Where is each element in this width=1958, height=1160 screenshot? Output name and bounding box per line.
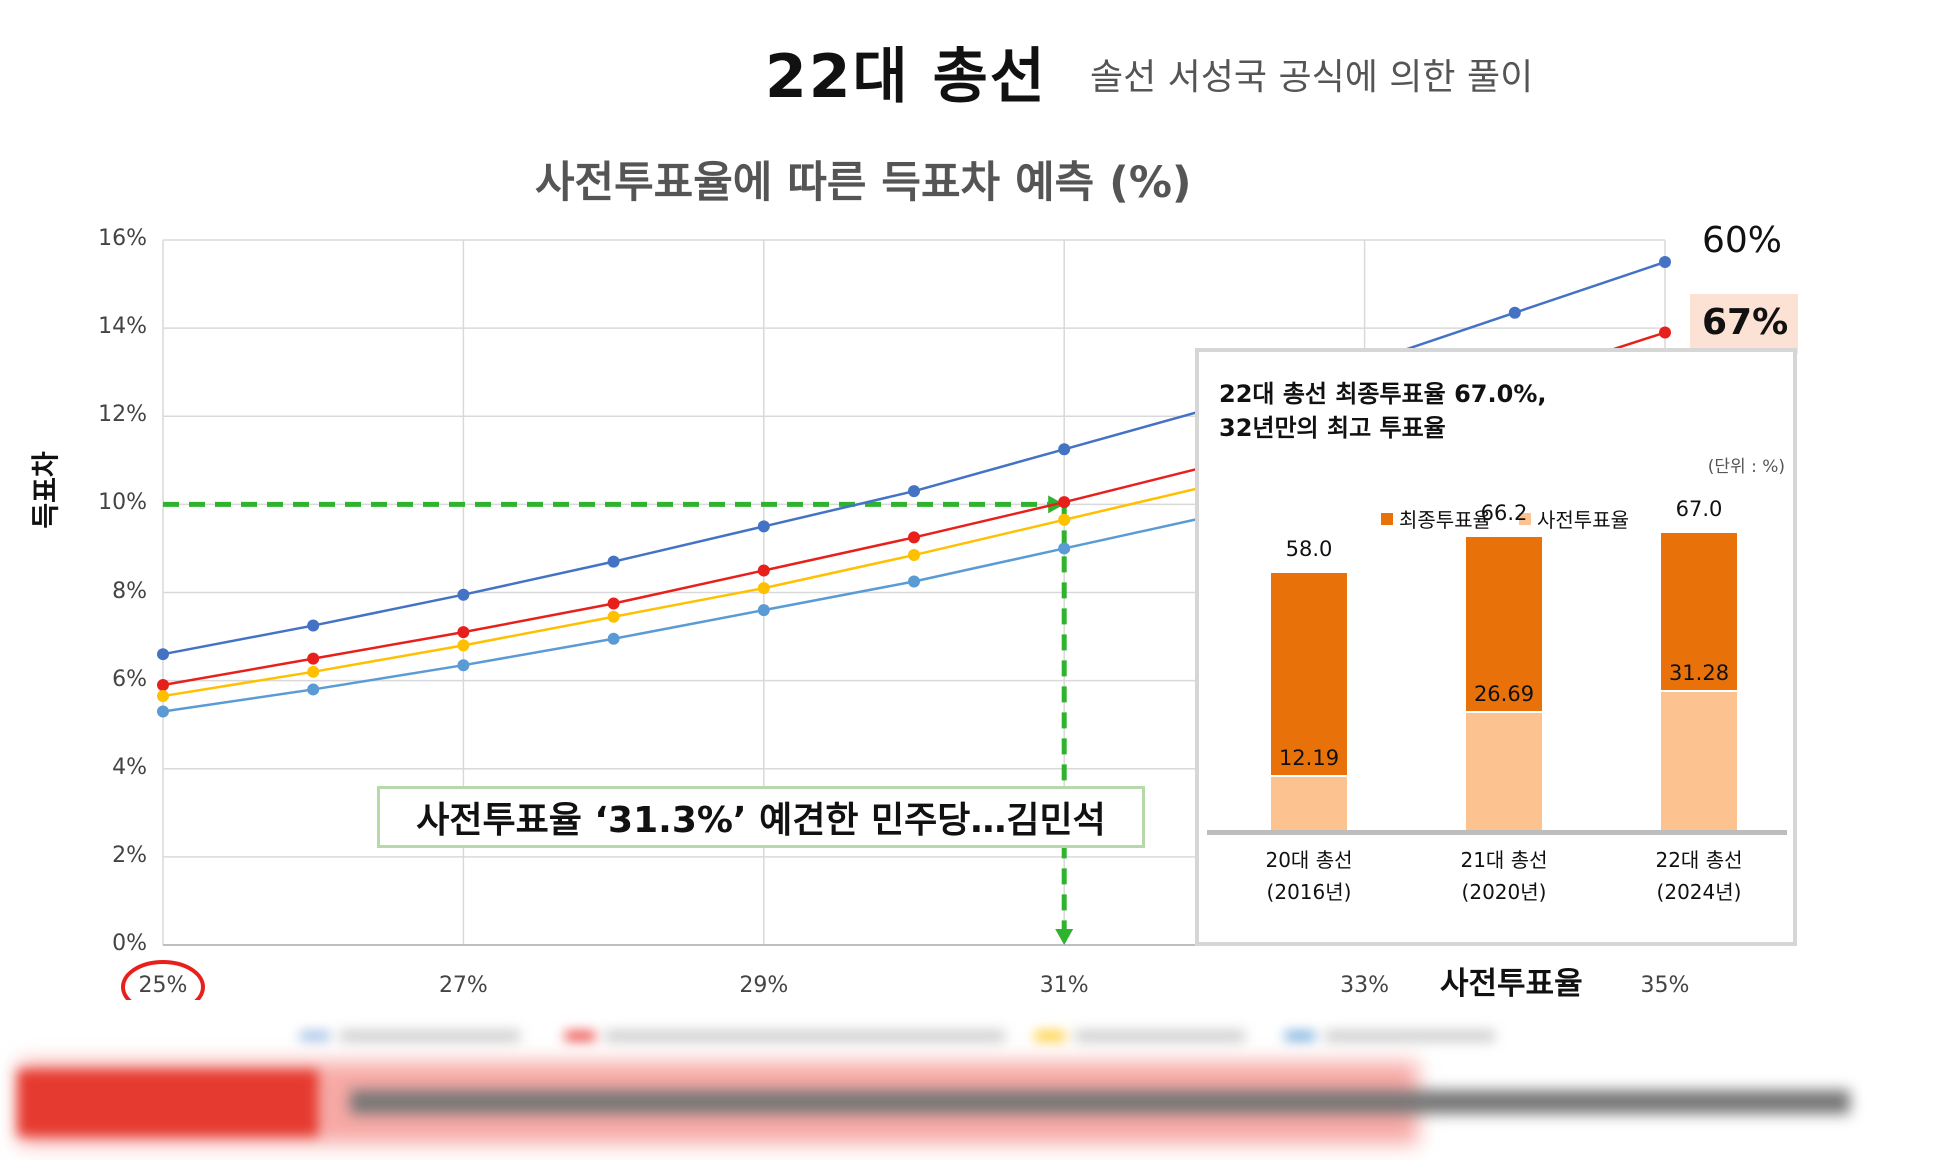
legend-blur-graphic [300, 1030, 1495, 1042]
data-point [1058, 542, 1071, 555]
bar-separator [1661, 690, 1737, 693]
bar-early-label: 26.69 [1473, 681, 1535, 706]
data-point [307, 652, 320, 665]
x-tick-label: 27% [438, 973, 488, 998]
bar-final-turnout [1271, 573, 1347, 776]
legend-swatch-final [1381, 512, 1393, 525]
bar-separator [1271, 775, 1347, 778]
data-point [908, 531, 920, 544]
bar-final-turnout [1661, 533, 1737, 692]
bar-category-line: (2016년) [1266, 880, 1352, 904]
y-tick-label: 10% [98, 490, 147, 516]
data-point [607, 597, 620, 610]
x-tick-label: 31% [1039, 973, 1089, 998]
bar-category-label: 21대 총선 (2020년) [1444, 844, 1564, 908]
data-point [757, 604, 770, 617]
data-point [908, 575, 920, 588]
bar-category-label: 20대 총선 (2016년) [1249, 844, 1369, 908]
data-point [607, 632, 620, 645]
chart-legend-blurred [290, 1020, 1520, 1054]
bar-total-label: 66.2 [1480, 500, 1528, 525]
data-point [1058, 443, 1071, 456]
data-point [908, 549, 920, 562]
data-point [1659, 256, 1671, 269]
bar-final-turnout [1466, 536, 1542, 712]
data-point [457, 659, 470, 672]
x-tick-label: 29% [739, 973, 789, 998]
headline-box: 사전투표율 ‘31.3%’ 예견한 민주당…김민석 [377, 786, 1145, 848]
y-tick-label: 6% [112, 666, 147, 692]
bar-category-line: 20대 총선 [1265, 848, 1353, 872]
data-point [457, 588, 470, 601]
inset-unit-note: (단위 : %) [1707, 457, 1785, 477]
legend-label-early: 사전투표율 [1537, 508, 1629, 532]
data-point [1058, 513, 1071, 526]
data-point [757, 520, 770, 533]
data-point [157, 690, 169, 703]
legend-label-final: 최종투표율 [1399, 508, 1491, 532]
bar-separator [1466, 710, 1542, 713]
bar-category-line: (2020년) [1461, 880, 1547, 904]
main-title: 22대 총선 [765, 42, 1047, 112]
y-tick-label: 4% [112, 754, 147, 780]
bar-early-turnout [1661, 691, 1737, 830]
data-point [457, 626, 470, 639]
annotation-arrows [121, 495, 1074, 1000]
y-tick-label: 2% [112, 842, 147, 868]
highlight-circle [121, 960, 205, 1000]
data-point [757, 582, 770, 595]
x-tick-label: 25% [138, 973, 188, 998]
data-point [1659, 326, 1671, 339]
note-badge-blurred [18, 1070, 318, 1136]
x-tick-label: 33% [1340, 973, 1390, 998]
note-text-blur-graphic [350, 1090, 1850, 1114]
y-tick-label: 16% [98, 226, 147, 251]
headline-text: 사전투표율 ‘31.3%’ 예견한 민주당…김민석 [416, 800, 1106, 841]
bar-early-label: 31.28 [1668, 661, 1730, 686]
y-tick-label: 14% [98, 314, 147, 340]
bar-early-turnout [1271, 776, 1347, 830]
bar-total-label: 58.0 [1285, 537, 1333, 562]
annotation-v-arrowhead [1055, 929, 1074, 945]
subtitle: 솔선 서성국 공식에 의한 풀이 [1090, 57, 1534, 98]
data-point [757, 564, 770, 577]
data-point [1508, 306, 1521, 319]
y-tick-label: 12% [98, 402, 147, 428]
legend-swatch-early [1519, 512, 1531, 525]
bar-early-turnout [1466, 711, 1542, 830]
note-text-blurred [330, 1082, 1930, 1122]
data-point [607, 555, 620, 568]
data-point [908, 485, 920, 498]
bar-early-label: 12.19 [1278, 746, 1340, 771]
bar-total-label: 67.0 [1675, 497, 1723, 522]
series-label-67: 67% [1702, 302, 1789, 343]
inset-baseline [1207, 830, 1787, 835]
data-point [307, 683, 320, 696]
bar-category-line: 21대 총선 [1460, 848, 1548, 872]
x-tick-label: 35% [1640, 973, 1690, 998]
data-point [1058, 496, 1071, 509]
bar-category-label: 22대 총선 (2024년) [1639, 844, 1759, 908]
y-tick-label: 8% [112, 578, 147, 604]
bar-category-line: 22대 총선 [1655, 848, 1743, 872]
data-point [157, 705, 169, 718]
data-point [307, 619, 320, 632]
data-point [157, 679, 169, 692]
y-tick-label: 0% [112, 931, 147, 956]
chart-title: 사전투표율에 따른 득표차 예측 (%) [535, 158, 1192, 208]
series-label-67-highlight [1690, 294, 1798, 354]
legend-final-turnout: 최종투표율 [1381, 504, 1491, 533]
series-label-60: 60% [1702, 220, 1783, 261]
inset-title-line2: 32년만의 최고 투표율 [1219, 414, 1446, 442]
inset-title-line1: 22대 총선 최종투표율 67.0%, [1219, 380, 1547, 408]
bar-category-line: (2024년) [1656, 880, 1742, 904]
x-axis-label: 사전투표율 [1440, 966, 1583, 1002]
data-point [457, 639, 470, 652]
legend-early-turnout: 사전투표율 [1519, 504, 1629, 533]
data-point [607, 610, 620, 623]
inset-bar-chart: 22대 총선 최종투표율 67.0%, 32년만의 최고 투표율 (단위 : %… [1195, 348, 1797, 946]
data-point [157, 648, 169, 661]
data-point [307, 665, 320, 678]
